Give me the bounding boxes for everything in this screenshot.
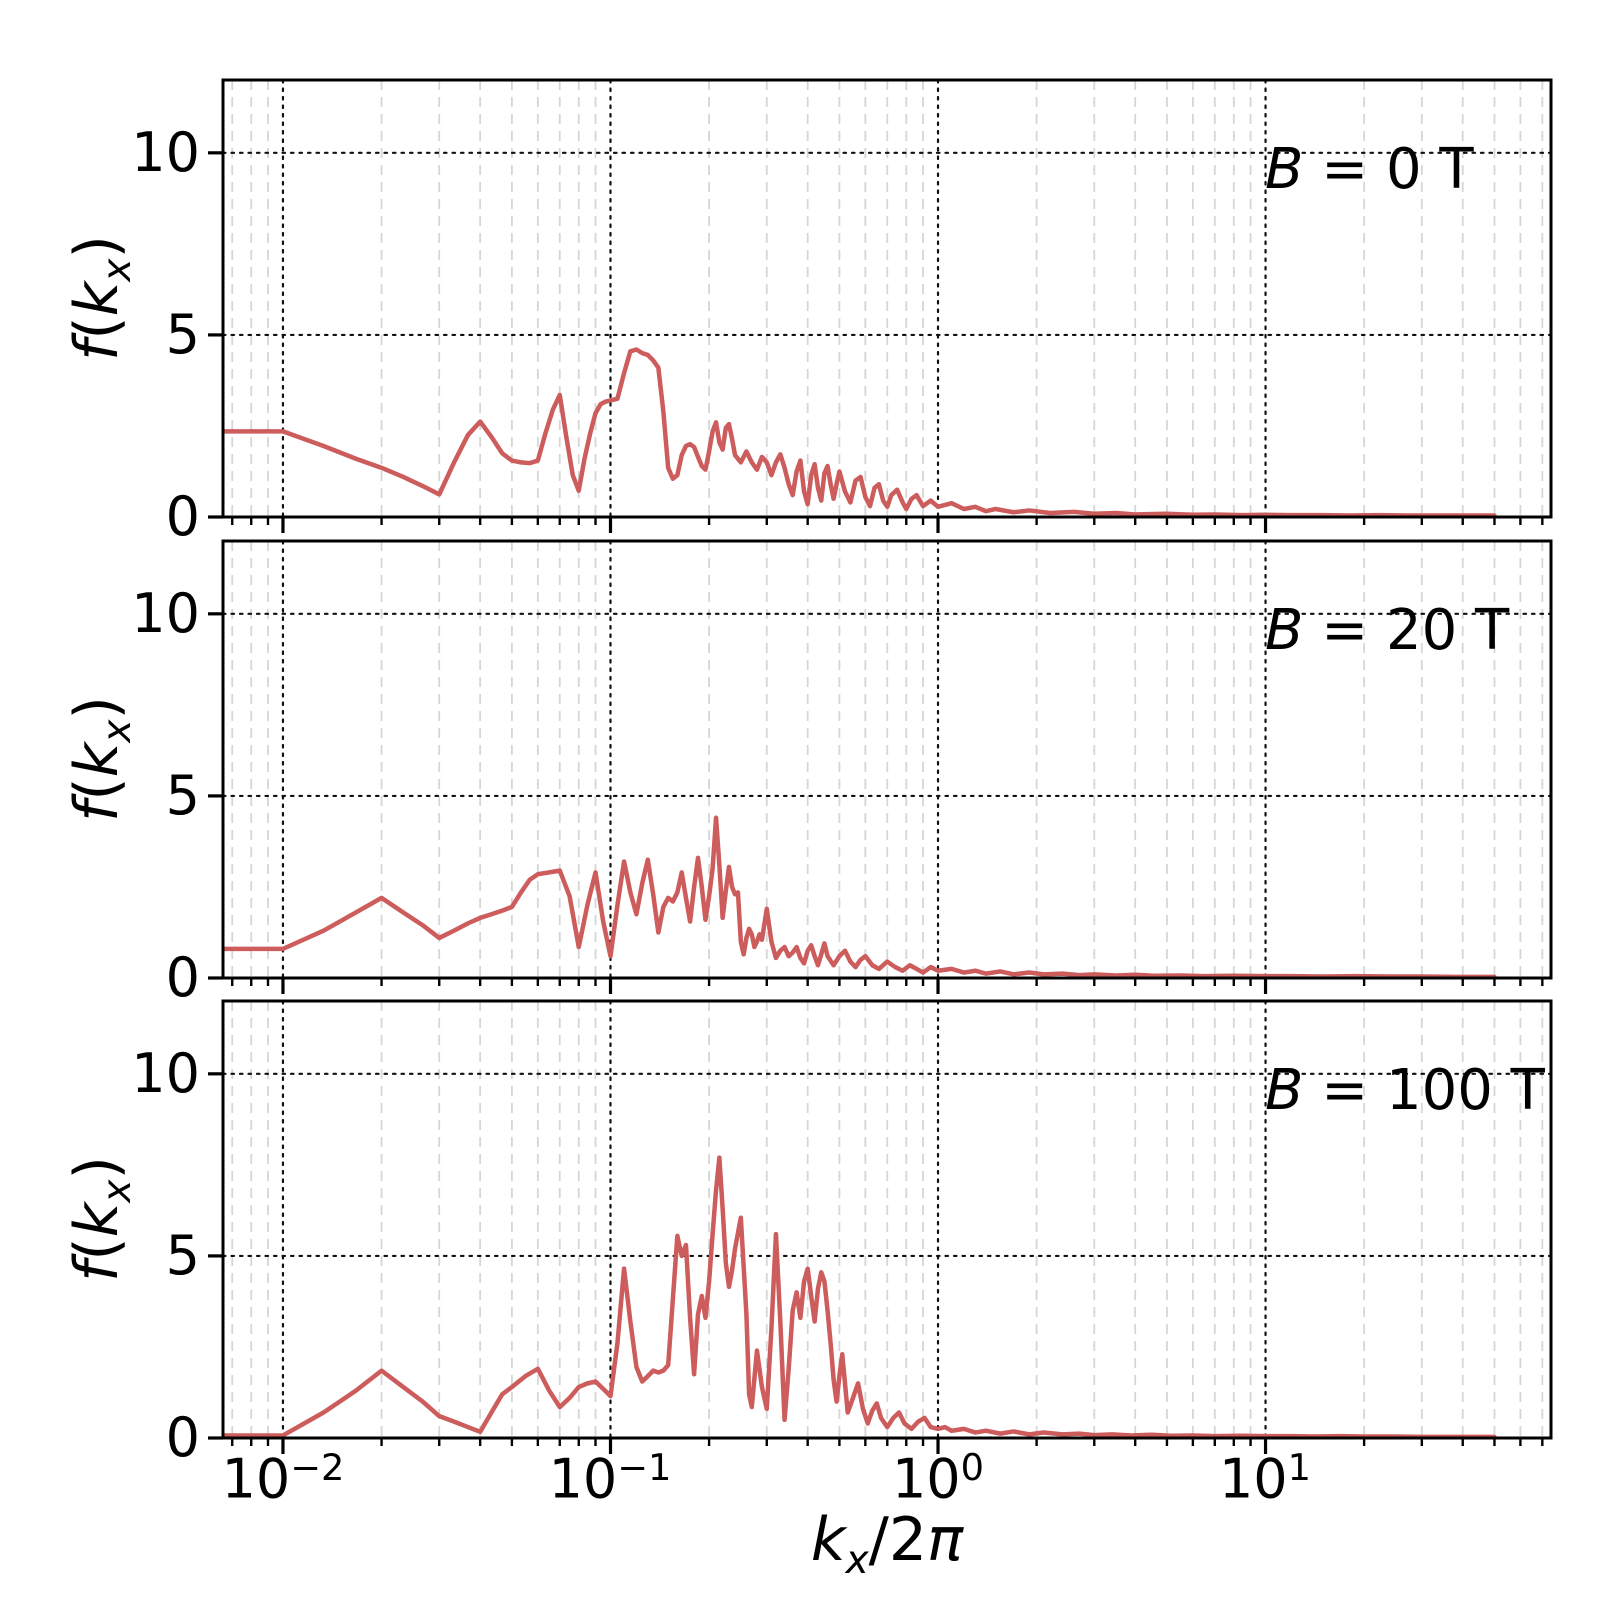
y-tick-label: 0 (165, 1406, 200, 1469)
plot-area-b-20t (208, 539, 1553, 994)
y-tick-label: 5 (165, 764, 200, 827)
x-tick-label: 101 (1218, 1446, 1312, 1511)
spectrum-line (221, 815, 1497, 980)
x-tick-label: 10−2 (221, 1446, 345, 1511)
axes-spines (221, 999, 1553, 1440)
plot-area-b-100t (208, 999, 1553, 1454)
major-gridlines (221, 999, 1553, 1440)
y-tick-label: 10 (131, 121, 200, 184)
axes-spines (221, 78, 1553, 519)
x-tick-label: 100 (891, 1446, 985, 1511)
tick-marks (208, 151, 1544, 533)
y-tick-label: 0 (165, 946, 200, 1009)
major-gridlines (221, 539, 1553, 980)
panel-b-100t: f(kx) 10 5 0 B = 100 T (0, 999, 1600, 1465)
x-axis-label: kx/2π (810, 1505, 964, 1583)
panel-b-0t: f(kx) 10 5 0 B = 0 T (0, 78, 1600, 544)
annotation-b-100t: B = 100 T (1265, 1058, 1545, 1123)
y-tick-label: 0 (165, 485, 200, 548)
tick-marks (208, 1072, 1544, 1454)
x-tick-label: 10−1 (548, 1446, 672, 1511)
y-tick-label: 5 (165, 303, 200, 366)
spectrum-line (221, 347, 1497, 518)
y-tick-label: 5 (165, 1224, 200, 1287)
annotation-b-20t: B = 20 T (1265, 598, 1510, 663)
panel-b-20t: f(kx) 10 5 0 B = 20 T (0, 539, 1600, 1005)
spectrum-line (221, 1155, 1497, 1440)
annotation-b-0t: B = 0 T (1265, 137, 1474, 202)
plot-area-b-0t (208, 78, 1553, 533)
axes-spines (221, 539, 1553, 980)
major-gridlines (221, 78, 1553, 519)
y-tick-label: 10 (131, 582, 200, 645)
y-tick-label: 10 (131, 1042, 200, 1105)
tick-marks (208, 612, 1544, 994)
